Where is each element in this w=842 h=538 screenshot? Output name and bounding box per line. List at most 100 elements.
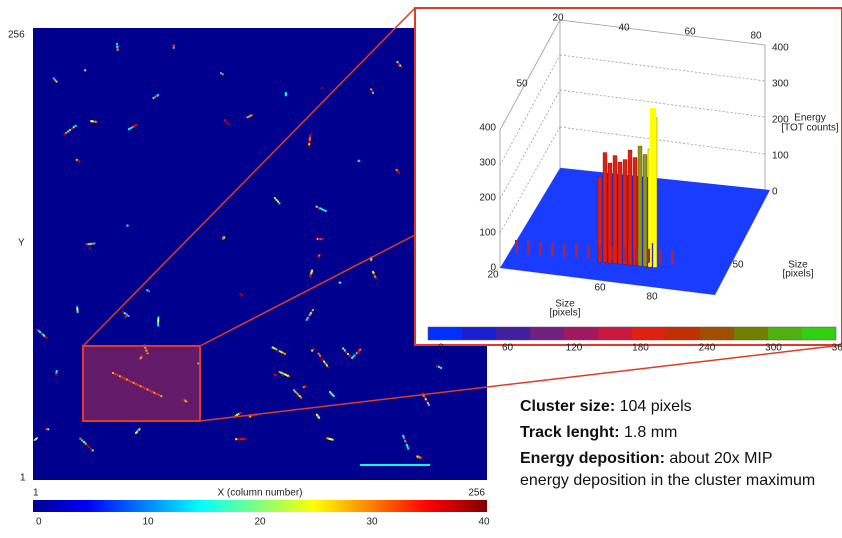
bar-3d <box>599 246 602 260</box>
hit-pixel <box>372 464 374 466</box>
hit-pixel <box>364 464 366 466</box>
hit-pixel <box>394 464 396 466</box>
axis-tick-label: 200 <box>479 193 496 204</box>
colorbar-segment <box>632 327 666 340</box>
hit-pixel <box>157 317 159 319</box>
hit-pixel <box>386 464 388 466</box>
hit-pixel <box>300 397 302 399</box>
hit-pixel <box>146 289 148 291</box>
axis-tick-label: 80 <box>646 292 658 303</box>
hit-pixel <box>428 404 430 406</box>
hit-pixel <box>420 457 422 459</box>
hit-pixel <box>224 119 226 121</box>
hit-pixel <box>403 437 405 439</box>
axis-tick-label: 400 <box>479 123 496 134</box>
x-axis-label: X (column number) <box>217 488 302 499</box>
axis-tick-label: 60 <box>594 283 606 294</box>
hit-pixel <box>135 432 137 434</box>
axis-tick-label: 300 <box>772 79 789 90</box>
hit-pixel <box>396 464 398 466</box>
axis-tick-label: 20 <box>552 13 564 24</box>
hit-pixel <box>384 464 386 466</box>
info-key: Energy deposition: <box>520 450 665 467</box>
hit-pixel <box>325 210 327 212</box>
bar-3d <box>527 241 530 255</box>
colorbar-segment <box>768 327 802 340</box>
hit-pixel <box>277 349 279 351</box>
hit-pixel <box>132 126 134 128</box>
hit-pixel <box>412 464 414 466</box>
hit-pixel <box>275 348 277 350</box>
hit-pixel <box>407 446 409 448</box>
colorbar-tick-label: 300 <box>765 343 782 354</box>
hit-pixel <box>63 133 65 135</box>
hit-pixel <box>322 359 324 361</box>
colorbar-tick-label: 20 <box>254 517 266 528</box>
hit-pixel <box>424 397 426 399</box>
colorbar-tick-label: 40 <box>478 517 490 528</box>
hit-pixel <box>440 367 442 369</box>
hit-pixel <box>157 320 159 322</box>
hit-pixel <box>322 238 324 240</box>
axis-label: [TOT counts] <box>781 123 839 134</box>
hit-pixel <box>116 43 118 45</box>
hit-pixel <box>424 464 426 466</box>
colorbar-tick-label: 0 <box>438 343 444 354</box>
y-tick-label: 256 <box>8 30 25 41</box>
hit-pixel <box>126 314 128 316</box>
hit-pixel <box>127 315 129 317</box>
colorbar-tick-label: 120 <box>566 343 583 354</box>
bar-3d <box>611 246 614 260</box>
hit-pixel <box>416 464 418 466</box>
hit-pixel <box>91 243 93 245</box>
hit-pixel <box>426 400 428 402</box>
hit-pixel <box>368 464 370 466</box>
x-tick-label: 256 <box>468 488 485 499</box>
hit-pixel <box>359 349 361 351</box>
colorbar-segment <box>666 327 700 340</box>
hit-pixel <box>349 355 351 357</box>
axis-label: [pixels] <box>782 269 813 280</box>
hit-pixel <box>73 126 75 128</box>
hit-pixel <box>45 428 47 430</box>
hit-pixel <box>90 448 92 450</box>
axis-tick-label: 100 <box>479 228 496 239</box>
hit-pixel <box>438 366 440 368</box>
hit-pixel <box>319 355 321 357</box>
hit-pixel <box>402 435 404 437</box>
hit-pixel <box>321 87 323 89</box>
zoom-region <box>83 346 200 421</box>
y-axis-label: Y <box>18 238 25 249</box>
hit-pixel <box>404 464 406 466</box>
hit-pixel <box>414 464 416 466</box>
hit-pixel <box>84 69 86 71</box>
bar-3d <box>515 240 518 254</box>
hit-pixel <box>327 366 329 368</box>
colorbar-tick-label: 60 <box>502 343 514 354</box>
hit-pixel <box>125 316 127 318</box>
colorbar-segment <box>700 327 734 340</box>
colorbar-segment <box>564 327 598 340</box>
hit-pixel <box>402 464 404 466</box>
hit-pixel <box>320 357 322 359</box>
hit-pixel <box>392 464 394 466</box>
hit-pixel <box>228 123 230 125</box>
hit-pixel <box>239 293 241 295</box>
hit-pixel <box>69 129 71 131</box>
hit-pixel <box>78 161 80 163</box>
bar-3d <box>551 242 554 256</box>
axis-tick-label: 100 <box>772 151 789 162</box>
colorbar-tick-label: 30 <box>366 517 378 528</box>
hit-pixel <box>79 438 81 440</box>
hit-pixel <box>326 365 328 367</box>
bar-3d <box>623 247 626 261</box>
axis-tick-label: 60 <box>684 27 696 38</box>
hit-pixel <box>247 116 249 118</box>
hit-pixel <box>153 97 155 99</box>
bar-3d <box>643 155 647 267</box>
hit-pixel <box>124 312 126 314</box>
axis-tick-label: 300 <box>479 158 496 169</box>
bar-3d <box>659 250 662 264</box>
hit-pixel <box>388 464 390 466</box>
hit-pixel <box>380 464 382 466</box>
